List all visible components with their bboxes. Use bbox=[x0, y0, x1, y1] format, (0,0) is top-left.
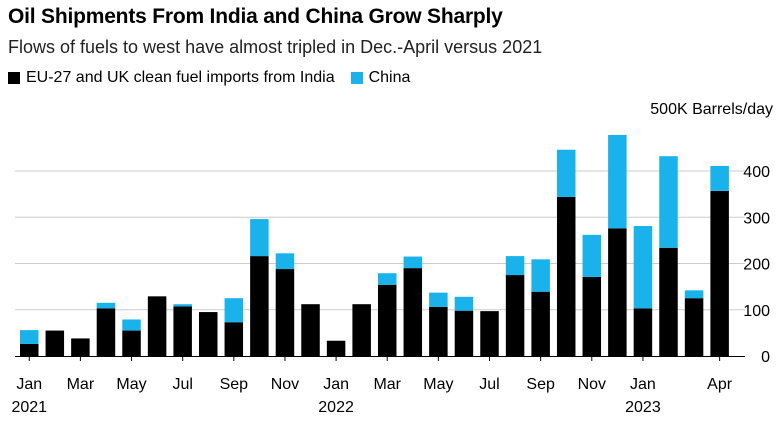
bar-china bbox=[377, 273, 397, 285]
x-tick-label: Mar bbox=[67, 376, 95, 393]
legend-label-china: China bbox=[368, 69, 411, 86]
bar-india bbox=[531, 291, 550, 356]
bar-india bbox=[710, 190, 729, 356]
x-tick-label: Jan bbox=[630, 376, 656, 393]
bar-india bbox=[608, 228, 627, 356]
bar-india bbox=[122, 330, 141, 356]
bar-india bbox=[45, 330, 65, 356]
y-tick-label: 0 bbox=[761, 349, 770, 366]
bar-china bbox=[224, 298, 244, 323]
bar-india bbox=[250, 256, 269, 356]
bar-india bbox=[454, 310, 474, 356]
bar-india bbox=[403, 268, 423, 356]
y-tick-label: 300 bbox=[743, 210, 770, 227]
x-tick-label: Mar bbox=[373, 376, 401, 393]
y-tick-label: 200 bbox=[743, 257, 770, 274]
bar-india bbox=[71, 338, 90, 356]
x-tick-label: Jan bbox=[323, 376, 349, 393]
bar-india bbox=[20, 343, 39, 356]
x-tick-label: Jan bbox=[16, 376, 42, 393]
x-tick-label: Apr bbox=[707, 376, 733, 393]
bar-china bbox=[659, 156, 678, 248]
x-tick-label: May bbox=[116, 376, 146, 393]
bar-india bbox=[198, 312, 218, 356]
bar-india bbox=[429, 306, 448, 356]
bar-china bbox=[556, 149, 576, 197]
bar-china bbox=[96, 302, 116, 309]
bar-china bbox=[531, 259, 550, 292]
bar-india bbox=[377, 284, 397, 356]
bar-china bbox=[710, 165, 729, 191]
bar-india bbox=[224, 322, 244, 356]
bar-china bbox=[173, 304, 192, 307]
bar-india bbox=[684, 298, 704, 356]
bar-china bbox=[403, 256, 423, 269]
bar-china bbox=[608, 134, 627, 229]
y-axis-unit-label: 500K Barrels/day bbox=[650, 101, 773, 118]
bar-india bbox=[147, 296, 167, 356]
bar-china bbox=[429, 292, 448, 307]
y-tick-label: 100 bbox=[743, 303, 770, 320]
x-year-label: 2021 bbox=[11, 399, 47, 416]
x-tick-label: Sep bbox=[220, 376, 249, 393]
y-tick-label: 400 bbox=[743, 164, 770, 181]
x-tick-label: Nov bbox=[271, 376, 299, 393]
bar-india bbox=[556, 196, 576, 356]
bar-india bbox=[352, 304, 371, 356]
x-tick-label: Jul bbox=[479, 376, 499, 393]
legend-label-india: EU-27 and UK clean fuel imports from Ind… bbox=[26, 69, 335, 86]
bar-india bbox=[582, 276, 602, 356]
x-year-label: 2022 bbox=[318, 399, 354, 416]
x-tick-label: Nov bbox=[578, 376, 606, 393]
bar-china bbox=[633, 226, 653, 309]
bar-india bbox=[173, 306, 192, 356]
bar-china bbox=[250, 219, 269, 257]
bar-china bbox=[684, 290, 704, 299]
x-tick-label: May bbox=[423, 376, 453, 393]
bar-china bbox=[582, 234, 602, 277]
x-tick-label: Jul bbox=[172, 376, 192, 393]
bar-china bbox=[454, 296, 474, 311]
bar-india bbox=[480, 311, 499, 356]
bar-china bbox=[20, 330, 39, 344]
x-tick-label: Sep bbox=[526, 376, 555, 393]
x-year-label: 2023 bbox=[625, 399, 661, 416]
chart-title: Oil Shipments From India and China Grow … bbox=[8, 5, 503, 28]
bar-india bbox=[275, 269, 295, 356]
bar-india bbox=[505, 275, 525, 356]
chart-subtitle: Flows of fuels to west have almost tripl… bbox=[8, 37, 543, 57]
legend-item-china: China bbox=[350, 69, 411, 87]
bar-china bbox=[275, 253, 295, 270]
legend-swatch-india bbox=[8, 72, 20, 84]
legend-swatch-china bbox=[350, 72, 363, 84]
bar-india bbox=[633, 308, 653, 356]
bar-china bbox=[122, 319, 141, 331]
bar-india bbox=[96, 308, 116, 356]
legend-item-india: EU-27 and UK clean fuel imports from Ind… bbox=[8, 69, 335, 87]
bar-india bbox=[326, 340, 346, 356]
bar-india bbox=[301, 304, 320, 356]
bar-india bbox=[659, 247, 678, 356]
legend: EU-27 and UK clean fuel imports from Ind… bbox=[8, 69, 426, 87]
bar-china bbox=[505, 256, 525, 276]
